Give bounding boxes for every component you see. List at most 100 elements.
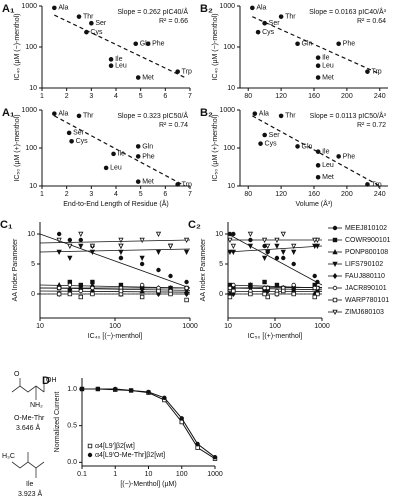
y-tick-label: 0.5 xyxy=(67,423,77,430)
point xyxy=(145,41,151,47)
point xyxy=(84,29,89,35)
x-tick-label: 10 xyxy=(224,323,232,330)
y-tick-label: 1.0 xyxy=(67,386,77,393)
marker xyxy=(56,285,62,291)
distance: 3.646 Å xyxy=(16,423,40,432)
series-fit xyxy=(39,284,191,289)
x-axis-label: Volume (Å³) xyxy=(296,199,333,208)
marker xyxy=(67,255,73,262)
marker xyxy=(56,249,62,256)
marker xyxy=(274,282,280,288)
marker xyxy=(280,249,286,256)
y-tick-label: 1000 xyxy=(219,3,235,10)
point xyxy=(278,14,284,19)
point xyxy=(69,139,74,144)
y-tick-label: 1000 xyxy=(219,107,235,114)
series-fit xyxy=(227,245,323,253)
trend-line xyxy=(252,16,381,75)
marker xyxy=(155,249,162,256)
marker xyxy=(261,255,268,262)
point-label: Met xyxy=(142,179,154,186)
y-tick-label: 10 xyxy=(227,85,235,92)
point-label: Cys xyxy=(90,29,103,36)
point xyxy=(76,14,82,19)
marker xyxy=(168,273,173,279)
point xyxy=(262,20,267,26)
panel-label: A₁ xyxy=(2,3,15,15)
series-fit xyxy=(227,233,323,286)
x-tick-label: 7 xyxy=(188,191,192,198)
point-label: Leu xyxy=(322,162,334,169)
marker xyxy=(227,231,233,237)
point-label: Cys xyxy=(262,29,275,36)
point xyxy=(315,149,321,154)
point-label: Met xyxy=(142,74,154,81)
marker xyxy=(162,395,167,400)
point xyxy=(175,182,180,187)
marker xyxy=(227,294,233,300)
trend-line xyxy=(54,14,186,79)
annotation: R² = 0.72 xyxy=(357,122,386,129)
y-tick-label: 100 xyxy=(223,44,235,51)
point-label: Trp xyxy=(182,181,192,188)
marker xyxy=(79,386,85,392)
point-label: Trp xyxy=(371,69,381,76)
marker xyxy=(212,455,218,460)
point xyxy=(365,69,370,74)
x-tick-label: 120 xyxy=(275,93,287,100)
x-tick-label: 100 xyxy=(269,323,281,330)
y-tick-label: 10 xyxy=(29,183,37,190)
bond xyxy=(11,461,45,469)
marker xyxy=(265,243,271,250)
y-tick-label: 10 xyxy=(29,85,37,92)
point xyxy=(135,75,141,80)
structure-name: Ile xyxy=(26,481,34,488)
marker xyxy=(168,291,173,297)
legend-marker xyxy=(332,285,338,291)
y-axis-label: Normalized Current xyxy=(54,392,61,453)
marker xyxy=(262,279,267,285)
point xyxy=(66,130,72,136)
point-label: Ser xyxy=(95,20,107,27)
legend-label: JACR890101 xyxy=(345,285,387,292)
point-label: Phe xyxy=(152,41,165,48)
marker xyxy=(118,249,124,256)
point-label: Ser xyxy=(73,130,85,137)
marker xyxy=(78,288,84,294)
point xyxy=(135,154,141,159)
marker xyxy=(78,294,84,300)
point xyxy=(315,163,321,168)
marker xyxy=(78,243,84,250)
point xyxy=(108,63,114,68)
marker xyxy=(280,231,286,238)
marker xyxy=(155,231,162,238)
point xyxy=(258,141,263,146)
marker xyxy=(195,445,200,450)
y-axis-label: AA Index Parameter xyxy=(12,238,19,301)
x-tick-label: 100 xyxy=(176,471,188,478)
x-tick-label: 2 xyxy=(65,93,69,100)
marker xyxy=(56,291,62,297)
point xyxy=(336,41,341,47)
point xyxy=(295,41,300,47)
point xyxy=(315,63,321,68)
x-tick-label: 4 xyxy=(114,191,118,198)
marker xyxy=(184,297,189,303)
marker xyxy=(312,294,317,300)
point xyxy=(315,174,321,180)
point-label: Ile xyxy=(118,151,126,158)
marker xyxy=(67,243,73,250)
marker xyxy=(128,388,134,393)
marker xyxy=(291,249,297,256)
y-tick-label: 0 xyxy=(219,291,223,298)
point xyxy=(250,5,255,11)
x-tick-label: 160 xyxy=(308,191,320,198)
marker xyxy=(89,243,96,250)
point-label: Ser xyxy=(269,132,281,139)
x-tick-label: 1 xyxy=(113,471,117,478)
y-axis-label: IC₄₀ (µM (−)-menthol) xyxy=(14,13,21,80)
atom: NH₂ xyxy=(30,402,43,409)
point xyxy=(255,29,261,35)
marker xyxy=(227,237,233,244)
point xyxy=(135,179,141,184)
